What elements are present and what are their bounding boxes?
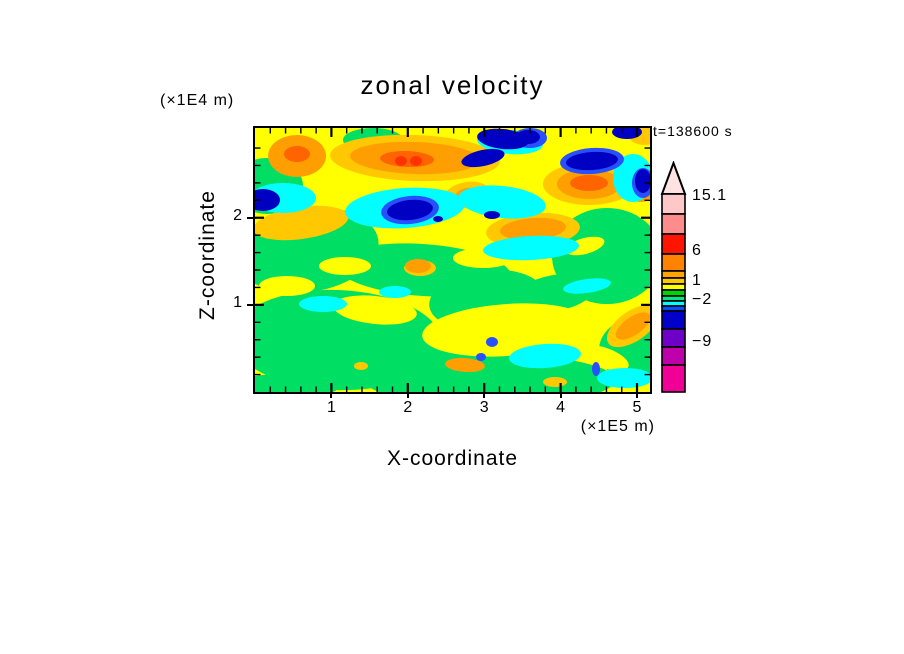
contour-blob <box>612 128 642 139</box>
z-major-tick-nub <box>247 216 253 219</box>
contour-blob <box>319 257 371 275</box>
contour-blob <box>635 169 650 193</box>
contour-blob <box>259 276 315 296</box>
contour-blob <box>484 211 500 219</box>
contour-blob <box>395 156 407 166</box>
colorbar-label: 15.1 <box>692 187 728 204</box>
colorbar-label: −2 <box>692 291 713 308</box>
contour-blob <box>509 343 581 369</box>
contour-blob <box>461 148 505 168</box>
colorbar-segment <box>661 289 686 297</box>
z-tick-label: 1 <box>233 293 242 311</box>
contour-blob <box>422 303 592 357</box>
contour-blob <box>405 259 431 273</box>
x-major-tick-nub <box>406 392 409 398</box>
contour-blob <box>566 151 618 171</box>
z-axis-unit-label: (×1E4 m) <box>160 92 235 109</box>
contour-blob <box>592 362 600 376</box>
contour-blob <box>445 357 485 373</box>
z-tick-label: 2 <box>233 206 242 224</box>
colorbar <box>660 161 687 393</box>
x-tick-label: 3 <box>479 399 489 416</box>
colorbar-label: −9 <box>692 333 713 350</box>
colorbar-segment <box>661 193 686 215</box>
contour-blob <box>476 353 486 361</box>
z-major-tick-nub <box>247 303 253 306</box>
x-axis-unit-label: (×1E5 m) <box>580 418 655 435</box>
contour-blob <box>299 296 347 312</box>
colorbar-segment <box>661 310 686 330</box>
z-axis-title: Z-coordinate <box>196 190 219 320</box>
x-major-tick-nub <box>559 392 562 398</box>
colorbar-segment <box>661 213 686 235</box>
contour-blob <box>255 205 349 241</box>
x-tick-label: 1 <box>326 399 336 416</box>
colorbar-segment <box>661 346 686 366</box>
contour-blob <box>433 216 443 222</box>
x-tick-label: 2 <box>403 399 413 416</box>
contour-blob <box>597 368 650 388</box>
x-tick-label: 4 <box>556 399 566 416</box>
contour-blob <box>410 156 422 166</box>
x-major-tick-nub <box>636 392 638 398</box>
x-tick-label: 5 <box>632 399 642 416</box>
colorbar-segment <box>661 328 686 348</box>
contour-blob <box>486 337 498 347</box>
contour-blob <box>458 185 546 219</box>
contour-blob <box>379 286 411 298</box>
colorbar-label: 1 <box>692 272 702 289</box>
colorbar-segment <box>661 283 686 291</box>
contour-blob <box>483 235 579 261</box>
x-major-tick-nub <box>330 392 333 398</box>
x-axis-title: X-coordinate <box>386 447 519 470</box>
contour-blob <box>477 128 529 150</box>
colorbar-segment <box>661 277 686 285</box>
contour-blob <box>581 345 629 371</box>
contour-plot-area <box>253 126 652 394</box>
contour-blob <box>255 374 340 392</box>
contour-blob <box>387 199 433 221</box>
colorbar-segment <box>661 364 686 393</box>
contour-blob <box>570 175 608 191</box>
colorbar-label: 6 <box>692 242 702 259</box>
contour-blob <box>500 217 566 241</box>
contour-blob <box>284 146 310 162</box>
contour-blob <box>543 377 567 387</box>
contour-blob <box>333 295 417 325</box>
time-annotation: t=138600 s <box>653 123 733 139</box>
contour-blob <box>255 189 280 211</box>
contour-blob <box>354 362 368 370</box>
contour-blob <box>563 278 611 294</box>
colorbar-arrow <box>660 161 687 195</box>
contour-blob <box>615 312 650 340</box>
plot-title: zonal velocity <box>360 70 545 100</box>
x-major-tick-nub <box>483 392 486 398</box>
contour-blob <box>516 130 540 144</box>
contour-field <box>255 128 650 392</box>
colorbar-segment <box>661 253 686 272</box>
colorbar-segment <box>661 270 686 279</box>
colorbar-segment <box>661 233 686 255</box>
